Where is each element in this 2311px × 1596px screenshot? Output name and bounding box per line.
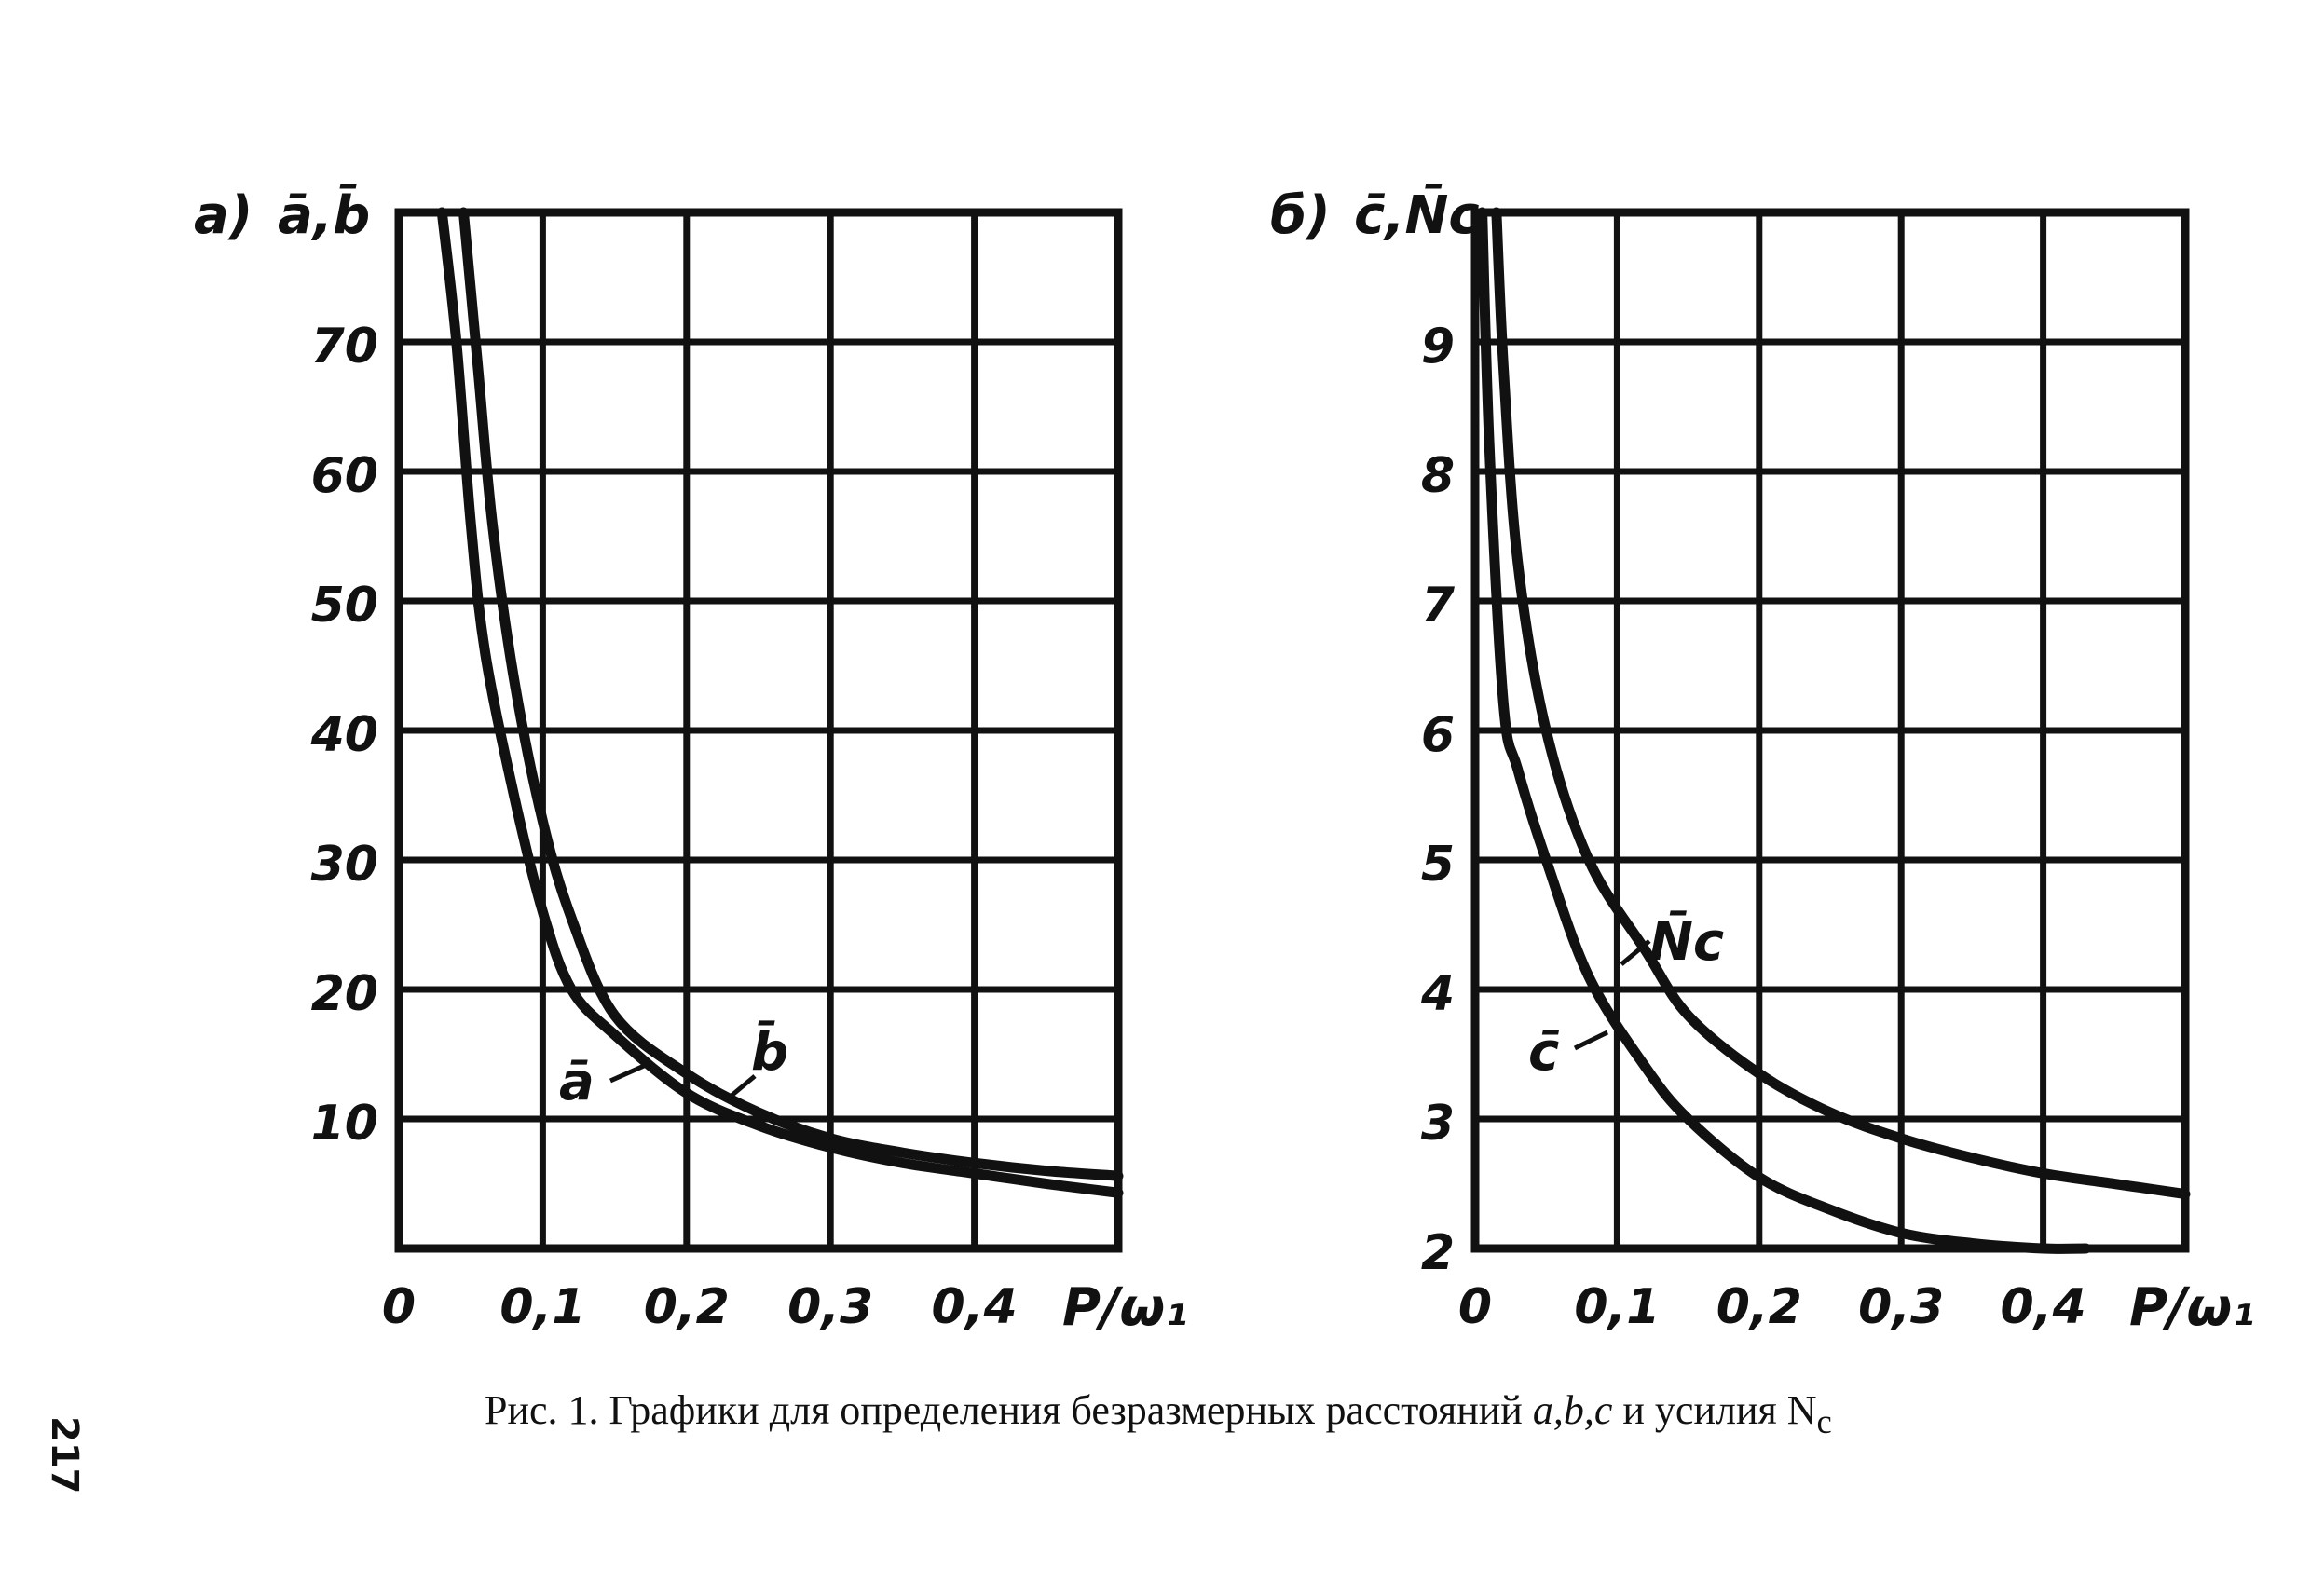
series-label-leader [609,1059,654,1084]
series-line [1477,207,2091,1254]
y-tick-label: 40 [310,707,378,763]
page-number: 217 [43,1416,86,1494]
x-tick-label: 0,3 [787,1279,873,1335]
plot-frame [1470,208,2190,1253]
series-label-leader [1573,1030,1609,1051]
panel-label: а) [194,185,253,246]
series-line [458,207,1124,1181]
y-axis-label: c̄,N̄c [1354,184,1480,246]
series-label: ā [559,1052,595,1112]
caption-suffix: и усилия N [1622,1387,1817,1433]
caption-prefix: Рис. 1. Графики для определения безразме… [485,1387,1523,1433]
caption-subscript: c [1816,1401,1832,1440]
y-tick-label: 3 [1421,1096,1455,1152]
y-tick-label: 5 [1421,837,1455,893]
x-tick-label: 0,4 [2001,1279,2086,1335]
y-tick-label: 30 [311,837,378,893]
y-tick-label: 50 [311,578,378,634]
series-label-leader [725,1074,757,1101]
x-tick-label: 0,2 [1716,1279,1802,1335]
x-axis-label: P/ω₁ [1062,1277,1188,1338]
y-tick-label: 70 [311,319,378,375]
y-tick-label: 8 [1421,448,1455,504]
x-tick-label: 0,1 [1574,1279,1660,1335]
panel-label: б) [1270,185,1331,246]
y-tick-label: 20 [311,966,378,1022]
series-label: N̄c [1649,910,1724,973]
series-label: b̄ [751,1020,788,1083]
y-tick-label: 60 [311,448,378,504]
chart-panel-b: 2 3 4 5 6 7 8 9 0 0,1 0,2 0,3 0,4 P/ω₁ б) c̄,N̄c c̄ N̄c [1270,184,2255,1338]
y-tick-label: 6 [1421,707,1455,763]
series-line [1491,207,2191,1200]
x-tick-label: 0 [1458,1279,1492,1335]
figure-caption: Рис. 1. Графики для определения безразме… [485,1386,1832,1441]
y-tick-label: 4 [1420,966,1455,1022]
y-axis-label: ā,b̄ [278,184,370,246]
x-tick-label: 0 [382,1279,416,1335]
series-label-leader [1620,939,1651,966]
chart-panel-a: 10 20 30 40 50 60 70 0 0,1 0,2 0,3 0,4 P/ω₁ а) ā,b̄ ā b̄ [194,184,1188,1338]
y-tick-label: 7 [1421,578,1456,634]
caption-symbols: a,b,c [1532,1387,1613,1433]
y-tick-label: 2 [1421,1225,1455,1281]
x-tick-label: 0,1 [499,1279,585,1335]
x-tick-label: 0,2 [644,1279,730,1335]
series-label: c̄ [1528,1022,1560,1083]
x-tick-label: 0,4 [932,1279,1018,1335]
x-axis-label: P/ω₁ [2129,1277,2255,1338]
plot-frame [394,208,1123,1253]
y-tick-label: 9 [1421,319,1455,375]
series-line [436,207,1124,1198]
x-tick-label: 0,3 [1858,1279,1944,1335]
y-tick-label: 10 [311,1096,378,1152]
